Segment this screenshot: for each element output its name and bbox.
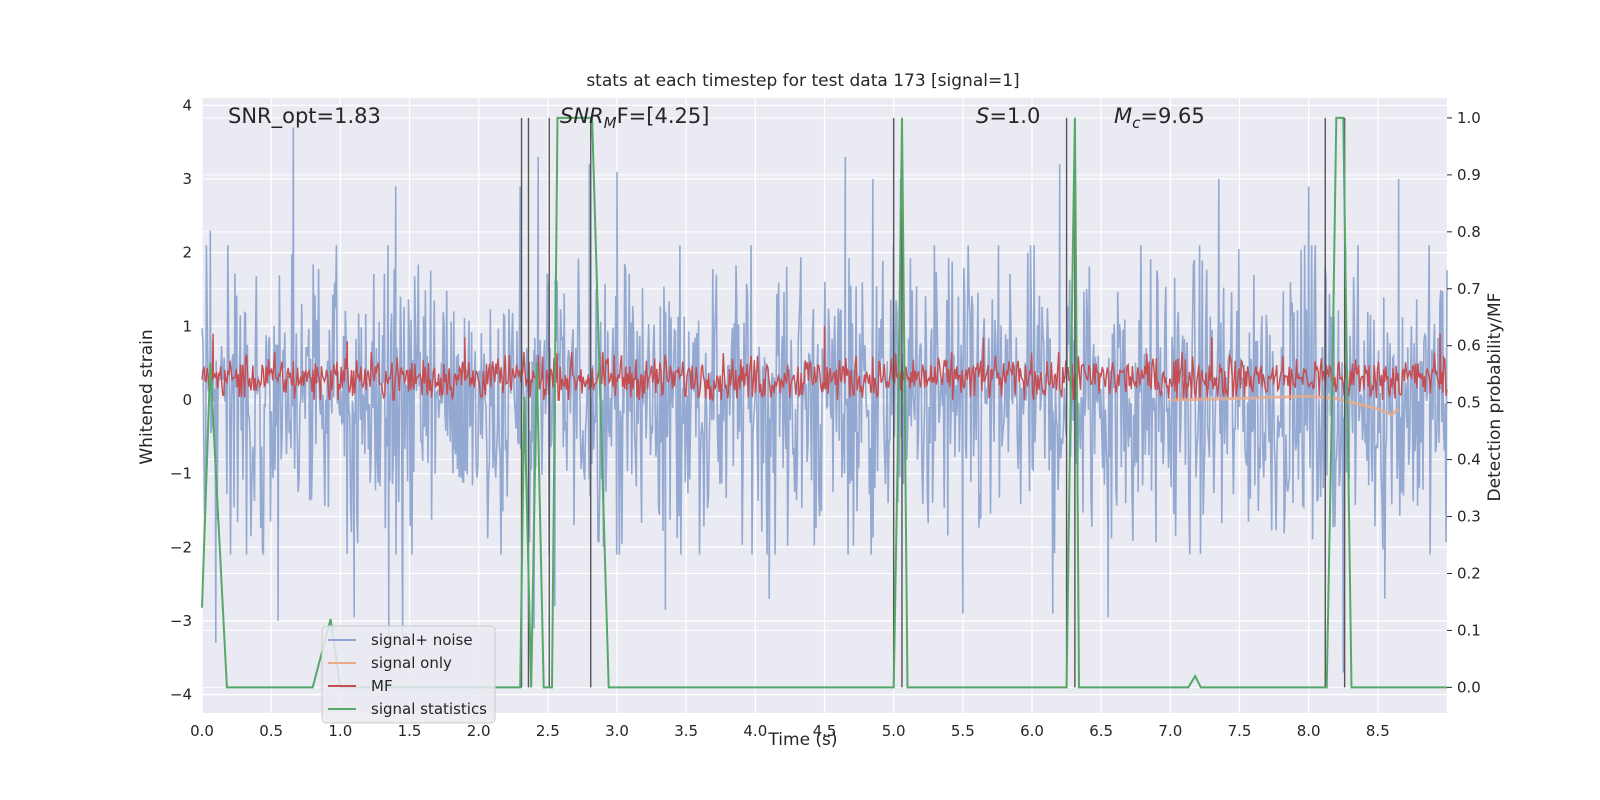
- x-tick-label: 8.0: [1297, 722, 1321, 740]
- x-tick-label: 1.5: [398, 722, 422, 740]
- x-tick-label: 0.0: [190, 722, 214, 740]
- right-y-tick-label: 0.4: [1457, 451, 1481, 469]
- x-tick-label: 7.5: [1228, 722, 1252, 740]
- right-y-tick-label: 0.7: [1457, 280, 1481, 298]
- series-signal-noise: [201, 127, 1448, 673]
- annotation-s: S=1.0: [976, 104, 1040, 128]
- annotation-snr-mf: SNRMF=[4.25]: [560, 104, 709, 132]
- x-tick-label: 2.5: [536, 722, 560, 740]
- annotation-mc: Mc=9.65: [1114, 104, 1205, 132]
- left-y-tick-label: 2: [182, 244, 192, 262]
- legend-box: [321, 625, 496, 724]
- right-y-tick-label: 0.6: [1457, 337, 1481, 355]
- annotation-snr-opt: SNR_opt=1.83: [228, 104, 381, 129]
- left-y-tick-label: 4: [182, 96, 192, 114]
- left-y-tick-label: −1: [170, 465, 192, 483]
- left-y-axis-ticks: −4 −3 −2 −1 0 1 2 3 4: [170, 96, 192, 703]
- series-mf: [201, 326, 1448, 402]
- legend-label-signal-noise: signal+ noise: [371, 631, 473, 649]
- x-tick-label: 4.0: [743, 722, 767, 740]
- plot-area: [201, 98, 1448, 713]
- right-y-tick-label: 1.0: [1457, 109, 1481, 127]
- right-y-tick-label: 0.9: [1457, 166, 1481, 184]
- right-y-tick-label: 0.8: [1457, 223, 1481, 241]
- x-tick-label: 8.5: [1366, 722, 1390, 740]
- legend: signal+ noise signal only MF signal stat…: [321, 625, 496, 724]
- right-y-tick-label: 0.5: [1457, 394, 1481, 412]
- x-axis-ticks: 0.0 0.5 1.0 1.5 2.0 2.5 3.0 3.5 4.0 4.5 5.0 5.5 6.0 6…: [190, 722, 1390, 740]
- left-y-tick-label: 0: [182, 391, 192, 409]
- right-y-tick-label: 0.3: [1457, 508, 1481, 526]
- right-y-tick-label: 0.0: [1457, 678, 1481, 696]
- right-y-tick-label: 0.1: [1457, 621, 1481, 639]
- x-tick-label: 3.5: [674, 722, 698, 740]
- x-tick-label: 2.0: [467, 722, 491, 740]
- mf-line: [201, 326, 1448, 402]
- x-tick-label: 1.0: [328, 722, 352, 740]
- x-tick-label: 7.0: [1158, 722, 1182, 740]
- signal-noise-line: [201, 127, 1448, 673]
- right-y-tick-label: 0.2: [1457, 564, 1481, 582]
- x-tick-label: 6.0: [1020, 722, 1044, 740]
- right-y-axis-ticks: 0.0 0.1 0.2 0.3 0.4 0.5 0.6 0.7 0.8 0.9 1.0: [1447, 109, 1481, 696]
- left-y-tick-label: −4: [170, 686, 192, 704]
- legend-label-mf: MF: [371, 677, 393, 695]
- x-tick-label: 3.0: [605, 722, 629, 740]
- left-y-tick-label: −3: [170, 612, 192, 630]
- x-tick-label: 5.0: [882, 722, 906, 740]
- legend-label-signal-statistics: signal statistics: [371, 700, 487, 718]
- left-y-axis-label: Whitened strain: [137, 329, 157, 464]
- x-tick-label: 6.5: [1089, 722, 1113, 740]
- x-tick-label: 0.5: [259, 722, 283, 740]
- right-y-axis-label: Detection probability/MF: [1485, 293, 1505, 502]
- x-tick-label: 4.5: [813, 722, 837, 740]
- chart-title: stats at each timestep for test data 173…: [586, 71, 1019, 91]
- x-tick-label: 5.5: [951, 722, 975, 740]
- legend-label-signal-only: signal only: [371, 654, 452, 672]
- left-y-tick-label: 1: [182, 317, 192, 335]
- signal-only-line: [1170, 394, 1400, 417]
- left-y-tick-label: −2: [170, 538, 192, 556]
- left-y-tick-label: 3: [182, 170, 192, 188]
- x-axis-label: Time (s): [767, 730, 837, 750]
- series-signal-only: [1170, 394, 1400, 417]
